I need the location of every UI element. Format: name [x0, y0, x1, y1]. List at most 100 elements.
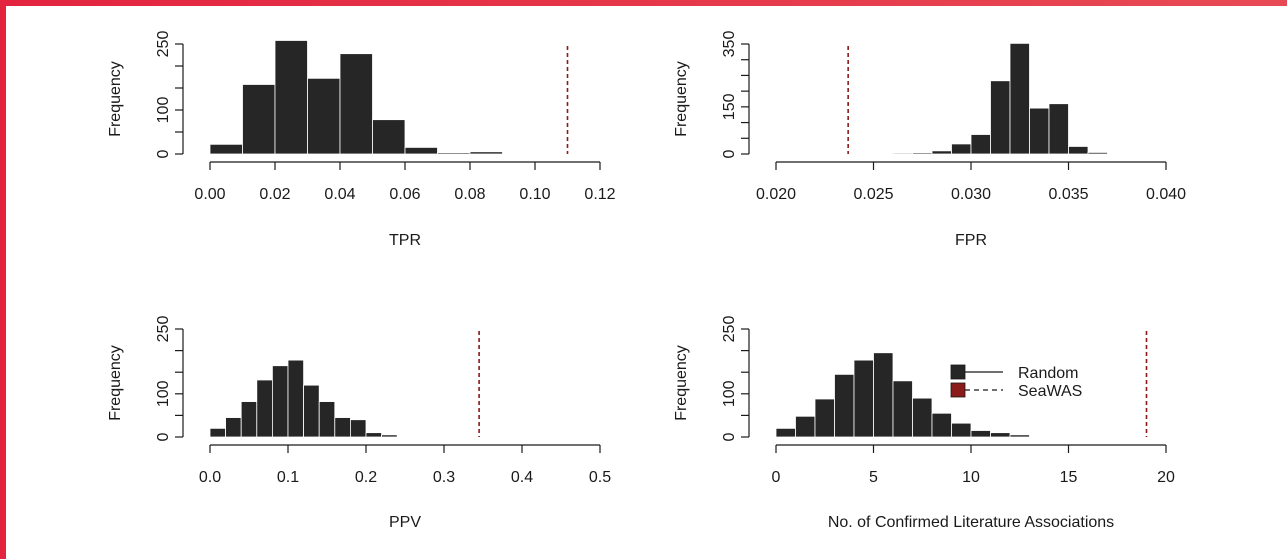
- histogram-bar: [1068, 146, 1089, 155]
- histogram-bar: [274, 40, 308, 155]
- histogram-panel-4: 0 5 10 15 20 No. of Confirmed Literature Asso…: [673, 316, 1175, 531]
- histogram-bar: [892, 152, 913, 155]
- x-tick-label: 0.2: [355, 469, 377, 486]
- histogram-bar: [225, 417, 242, 438]
- x-tick-label: 0.030: [951, 186, 991, 203]
- histogram-bar: [271, 365, 289, 438]
- histogram-bar: [970, 134, 991, 155]
- histogram-bar: [912, 152, 933, 155]
- histogram-bar: [242, 84, 276, 155]
- histogram-bar: [873, 352, 894, 438]
- histogram-bar: [318, 401, 336, 438]
- x-tick-label: 0.020: [756, 186, 796, 203]
- histogram-bar: [912, 397, 933, 438]
- histogram-bar: [970, 430, 991, 438]
- x-tick-label: 0.5: [589, 469, 611, 486]
- x-tick-label: 10: [962, 469, 980, 486]
- histogram-bar: [951, 422, 972, 438]
- histogram-bar: [469, 151, 503, 155]
- histogram-bar: [931, 150, 952, 155]
- histogram-bar: [381, 434, 398, 438]
- histogram-bar: [1029, 107, 1050, 155]
- x-tick-label: 0: [772, 469, 781, 486]
- histogram-bar: [365, 432, 383, 438]
- x-axis-label: TPR: [389, 232, 421, 249]
- legend-label: SeaWAS: [1018, 383, 1082, 400]
- histogram-bar: [951, 143, 972, 155]
- histogram-bar: [437, 152, 471, 155]
- histogram-bar: [209, 143, 243, 155]
- y-axis-label: Frequency: [107, 61, 124, 137]
- histogram-bar: [334, 417, 351, 438]
- y-tick-label: 250: [155, 316, 172, 343]
- x-tick-label: 0.00: [194, 186, 225, 203]
- x-tick-label: 0.035: [1048, 186, 1088, 203]
- histogram-bar: [1048, 103, 1069, 155]
- x-axis-label: PPV: [389, 514, 421, 531]
- histogram-bar: [372, 119, 406, 155]
- x-tick-label: 15: [1060, 469, 1078, 486]
- legend-label: Random: [1018, 365, 1078, 382]
- x-tick-label: 0.1: [277, 469, 299, 486]
- histogram-bar: [990, 432, 1011, 438]
- y-tick-label: 350: [721, 31, 738, 58]
- histogram-bar: [307, 77, 341, 155]
- y-tick-label: 250: [721, 316, 738, 343]
- x-tick-label: 0.040: [1146, 186, 1186, 203]
- x-tick-label: 0.4: [511, 469, 533, 486]
- histogram-bar: [1009, 434, 1030, 438]
- legend-swatch: [950, 364, 966, 380]
- histogram-bar: [1009, 42, 1030, 155]
- y-axis-label: Frequency: [673, 345, 690, 421]
- y-tick-label: 250: [155, 31, 172, 58]
- histogram-bar: [1087, 152, 1108, 155]
- x-tick-label: 0.12: [584, 186, 615, 203]
- histogram-panel-3: 0.0 0.1 0.2 0.3 0.4 0.5 PPV 0 100 250 Frequency: [107, 316, 611, 531]
- histogram-bar: [209, 427, 226, 438]
- y-tick-label: 0: [155, 149, 172, 158]
- x-tick-label: 0.02: [259, 186, 290, 203]
- x-tick-label: 0.0: [199, 469, 221, 486]
- y-tick-label: 0: [155, 432, 172, 441]
- histogram-bar: [814, 398, 835, 438]
- y-axis-label: Frequency: [107, 345, 124, 421]
- x-tick-label: 0.3: [433, 469, 455, 486]
- x-tick-label: 0.04: [324, 186, 355, 203]
- left-accent-bar: [0, 0, 6, 559]
- top-accent-bar: [0, 0, 1287, 6]
- x-tick-label: 0.08: [454, 186, 485, 203]
- y-tick-label: 100: [155, 380, 172, 407]
- x-axis-label: No. of Confirmed Literature Associations: [828, 514, 1114, 531]
- histogram-bar: [339, 53, 373, 155]
- histogram-bar: [256, 379, 273, 438]
- histogram-bar: [834, 373, 855, 438]
- histogram-bar: [240, 401, 258, 438]
- x-axis-label: FPR: [955, 232, 987, 249]
- y-tick-label: 100: [155, 97, 172, 124]
- x-tick-label: 0.06: [389, 186, 420, 203]
- histogram-bar: [795, 415, 816, 438]
- x-tick-label: 0.10: [519, 186, 550, 203]
- histogram-panel-2: 0.020 0.025 0.030 0.035 0.040 FPR 0 150 350 Frequ…: [673, 31, 1186, 249]
- y-tick-label: 0: [721, 149, 738, 158]
- y-axis-label: Frequency: [673, 61, 690, 137]
- histogram-bar: [892, 380, 913, 438]
- x-tick-label: 5: [869, 469, 878, 486]
- histogram-bar: [931, 412, 952, 438]
- histogram-bar: [990, 80, 1011, 155]
- histogram-panel-1: 0.00 0.02 0.04 0.06 0.08 0.10 0.12 TPR 0 100 250 Fr…: [107, 31, 616, 249]
- histogram-bar: [853, 359, 874, 438]
- histogram-bar: [775, 427, 796, 438]
- y-tick-label: 0: [721, 432, 738, 441]
- y-tick-label: 150: [721, 93, 738, 120]
- x-tick-label: 0.025: [853, 186, 893, 203]
- x-tick-label: 20: [1157, 469, 1175, 486]
- histogram-bar: [404, 146, 438, 155]
- histogram-bar: [287, 359, 305, 438]
- y-tick-label: 100: [721, 380, 738, 407]
- histogram-bar: [303, 384, 320, 438]
- legend-swatch: [950, 382, 966, 398]
- histogram-bar: [349, 419, 367, 438]
